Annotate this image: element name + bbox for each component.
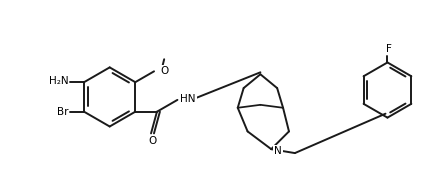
Text: O: O (160, 66, 168, 76)
Text: N: N (274, 146, 282, 156)
Text: F: F (385, 44, 392, 54)
Text: O: O (148, 136, 156, 146)
Text: HN: HN (180, 94, 196, 104)
Text: H₂N: H₂N (49, 76, 68, 86)
Text: Br: Br (57, 107, 68, 117)
